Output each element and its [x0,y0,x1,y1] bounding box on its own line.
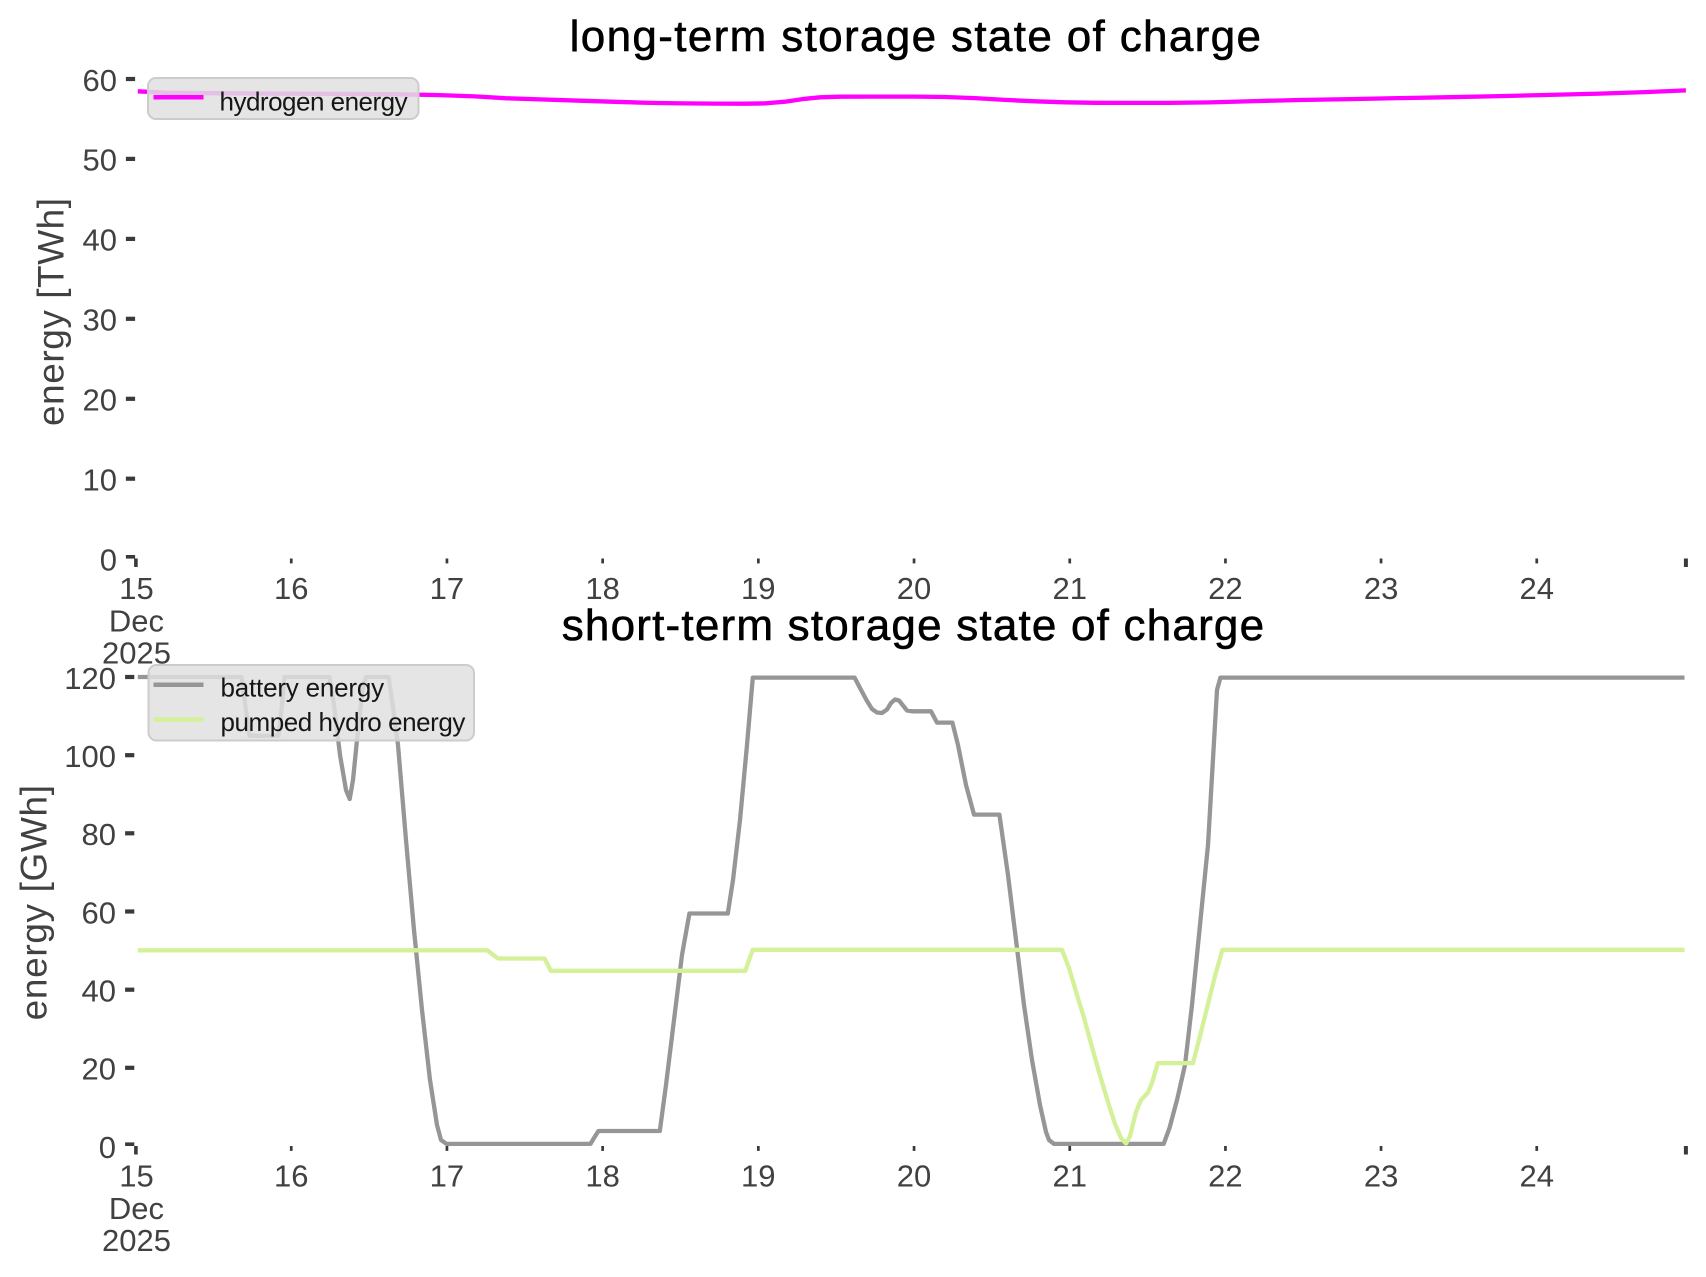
svg-text:energy [GWh]: energy [GWh] [13,784,54,1020]
svg-text:battery energy: battery energy [221,672,385,702]
svg-text:energy [TWh]: energy [TWh] [31,197,72,426]
svg-text:0: 0 [100,542,117,577]
svg-text:16: 16 [274,1159,308,1194]
svg-text:24: 24 [1520,571,1554,606]
svg-text:40: 40 [82,974,116,1009]
svg-text:10: 10 [83,463,117,498]
svg-text:17: 17 [430,1159,464,1194]
svg-text:pumped hydro energy: pumped hydro energy [221,707,466,737]
svg-text:21: 21 [1052,1159,1086,1194]
svg-text:18: 18 [585,1159,619,1194]
svg-text:20: 20 [82,1052,116,1087]
svg-text:0: 0 [99,1130,116,1165]
svg-text:hydrogen energy: hydrogen energy [220,86,408,116]
svg-text:16: 16 [274,571,308,606]
svg-text:21: 21 [1052,571,1086,606]
svg-text:120: 120 [64,661,116,696]
svg-text:15: 15 [119,571,153,606]
svg-text:20: 20 [897,1159,931,1194]
svg-text:60: 60 [82,895,116,930]
svg-text:100: 100 [64,739,116,774]
svg-text:short-term storage state of ch: short-term storage state of charge [562,601,1266,650]
svg-text:22: 22 [1208,571,1242,606]
svg-text:20: 20 [83,383,117,418]
svg-text:30: 30 [83,303,117,338]
svg-text:long-term storage state of cha: long-term storage state of charge [570,12,1263,61]
svg-text:Dec: Dec [109,1191,164,1226]
svg-text:19: 19 [741,571,775,606]
svg-text:20: 20 [897,571,931,606]
svg-text:60: 60 [83,63,117,98]
svg-text:19: 19 [741,1159,775,1194]
svg-text:2025: 2025 [102,1223,171,1258]
svg-text:23: 23 [1364,1159,1398,1194]
svg-text:18: 18 [585,571,619,606]
svg-text:22: 22 [1208,1159,1242,1194]
svg-text:50: 50 [83,143,117,178]
svg-text:24: 24 [1520,1159,1554,1194]
svg-text:15: 15 [119,1159,153,1194]
svg-text:Dec: Dec [109,604,164,639]
svg-text:80: 80 [82,817,116,852]
svg-text:23: 23 [1364,571,1398,606]
svg-text:40: 40 [83,223,117,258]
svg-text:17: 17 [430,571,464,606]
